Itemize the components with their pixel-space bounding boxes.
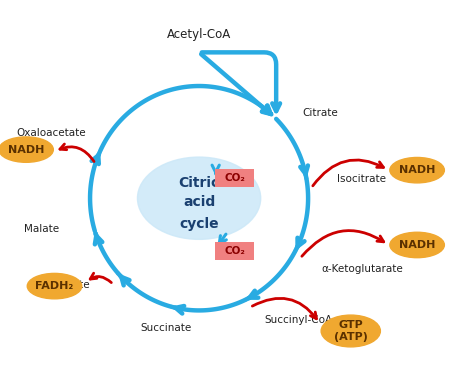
Text: Succinyl-CoA: Succinyl-CoA bbox=[264, 316, 332, 325]
Text: Citric: Citric bbox=[178, 176, 220, 190]
Ellipse shape bbox=[137, 157, 261, 239]
Ellipse shape bbox=[0, 137, 53, 162]
Ellipse shape bbox=[390, 232, 444, 258]
FancyBboxPatch shape bbox=[215, 169, 254, 187]
Text: GTP: GTP bbox=[338, 321, 363, 330]
Text: acid: acid bbox=[183, 195, 215, 209]
Text: CO₂: CO₂ bbox=[224, 173, 245, 183]
Ellipse shape bbox=[27, 273, 82, 299]
Text: Malate: Malate bbox=[24, 224, 59, 234]
Ellipse shape bbox=[321, 315, 380, 347]
Text: Citrate: Citrate bbox=[302, 108, 338, 118]
Ellipse shape bbox=[390, 157, 444, 183]
Text: CO₂: CO₂ bbox=[224, 246, 245, 255]
Text: Oxaloacetate: Oxaloacetate bbox=[17, 128, 86, 138]
Text: NADH: NADH bbox=[8, 145, 44, 154]
Text: Acetyl-CoA: Acetyl-CoA bbox=[167, 28, 231, 41]
Text: FADH₂: FADH₂ bbox=[36, 281, 73, 291]
Text: Fumarate: Fumarate bbox=[40, 279, 90, 289]
Text: Isocitrate: Isocitrate bbox=[337, 174, 386, 184]
Text: Succinate: Succinate bbox=[140, 323, 192, 333]
Text: (ATP): (ATP) bbox=[334, 332, 368, 341]
FancyBboxPatch shape bbox=[215, 242, 254, 260]
Text: cycle: cycle bbox=[179, 217, 219, 232]
Text: NADH: NADH bbox=[399, 165, 435, 175]
Text: NADH: NADH bbox=[399, 240, 435, 250]
Text: α-Ketoglutarate: α-Ketoglutarate bbox=[321, 264, 403, 274]
